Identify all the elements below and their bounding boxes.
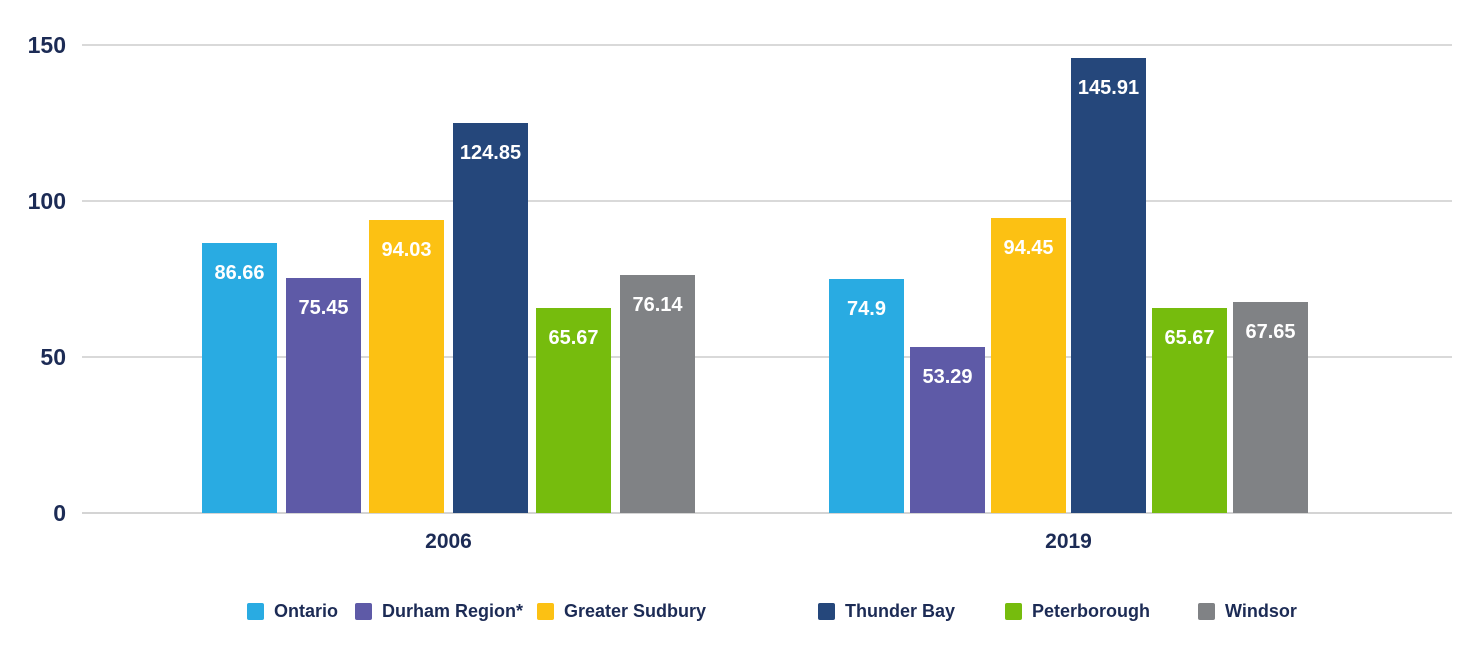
- legend-item-ontario[interactable]: Ontario: [247, 602, 338, 620]
- legend-label: Peterborough: [1032, 601, 1151, 621]
- x-axis-label-2006: 2006: [425, 530, 472, 553]
- bar-ontario-2006: 86.66: [202, 243, 277, 513]
- y-axis-tick-label: 100: [27, 188, 66, 214]
- legend-item-peterborough[interactable]: Peterborough: [1005, 602, 1150, 620]
- legend-swatch-icon: [1198, 602, 1215, 620]
- bar-value-label: 145.91: [1077, 77, 1140, 99]
- bar-greater-sudbury-2019: 94.45: [991, 218, 1066, 513]
- legend-item-thunder-bay[interactable]: Thunder Bay: [818, 602, 955, 620]
- bar-value-label: 67.65: [1245, 321, 1296, 343]
- bar-value-label: 53.29: [922, 366, 973, 388]
- bar-thunder-bay-2019: 145.91: [1071, 58, 1146, 513]
- legend-item-durham-region[interactable]: Durham Region*: [355, 602, 523, 620]
- legend-swatch-icon: [247, 602, 264, 620]
- bar-value-label: 94.03: [381, 239, 432, 261]
- y-axis-tick-label: 0: [53, 500, 66, 526]
- legend-label: Greater Sudbury: [564, 601, 707, 621]
- bar-durham-region-2006: 75.45: [286, 278, 361, 513]
- gridline-100: [82, 200, 1452, 202]
- y-axis-tick-label: 50: [40, 344, 66, 370]
- bar-peterborough-2019: 65.67: [1152, 308, 1227, 513]
- bar-ontario-2019: 74.9: [829, 279, 904, 513]
- x-axis-label-2019: 2019: [1045, 530, 1092, 553]
- bar-value-label: 76.14: [632, 294, 683, 316]
- bar-greater-sudbury-2006: 94.03: [369, 220, 444, 513]
- legend-label: Ontario: [274, 601, 339, 621]
- legend-label: Thunder Bay: [845, 601, 956, 621]
- bar-windsor-2006: 76.14: [620, 275, 695, 513]
- bar-thunder-bay-2006: 124.85: [453, 123, 528, 513]
- bar-value-label: 65.67: [1164, 327, 1215, 349]
- gridline-50: [82, 356, 1452, 358]
- legend-swatch-icon: [818, 602, 835, 620]
- legend-label: Durham Region*: [382, 601, 524, 621]
- bar-value-label: 94.45: [1003, 237, 1054, 259]
- legend-swatch-icon: [1005, 602, 1022, 620]
- bar-value-label: 65.67: [548, 327, 599, 349]
- legend-item-windsor[interactable]: Windsor: [1198, 602, 1297, 620]
- gridline-0: [82, 512, 1452, 514]
- legend-swatch-icon: [537, 602, 554, 620]
- bar-value-label: 74.9: [847, 298, 886, 320]
- legend-label: Windsor: [1225, 601, 1297, 621]
- legend-item-greater-sudbury[interactable]: Greater Sudbury: [537, 602, 706, 620]
- bar-peterborough-2006: 65.67: [536, 308, 611, 513]
- legend-swatch-icon: [355, 602, 372, 620]
- y-axis-tick-label: 150: [27, 32, 66, 58]
- bar-value-label: 86.66: [214, 262, 265, 284]
- gridline-150: [82, 44, 1452, 46]
- bar-windsor-2019: 67.65: [1233, 302, 1308, 513]
- bar-value-label: 124.85: [459, 142, 522, 164]
- bar-durham-region-2019: 53.29: [910, 347, 985, 513]
- bar-value-label: 75.45: [298, 297, 349, 319]
